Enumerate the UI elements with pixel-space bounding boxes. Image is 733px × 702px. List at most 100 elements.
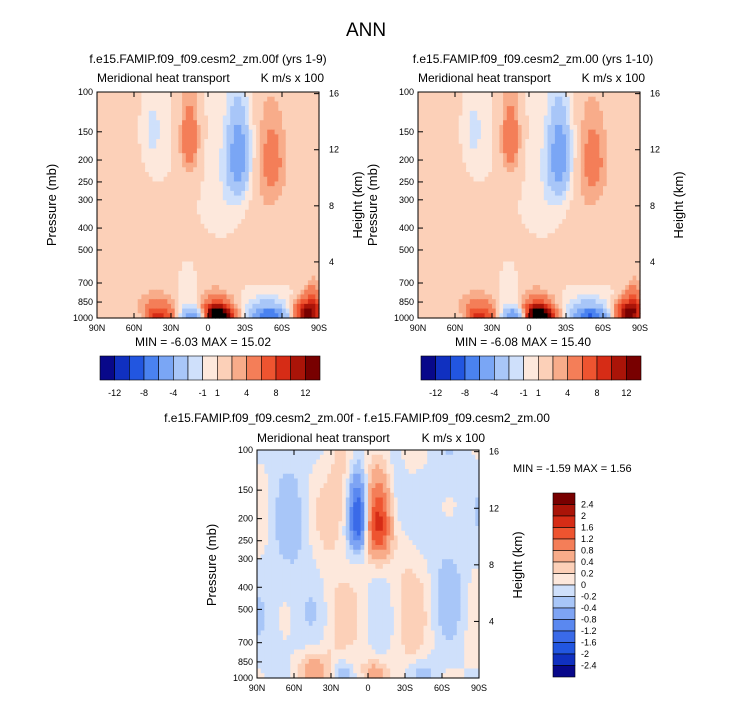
contour-cell: [610, 162, 615, 168]
contour-cell: [263, 237, 268, 244]
contour-cell: [215, 186, 220, 192]
contour-cell: [540, 106, 545, 112]
contour-cell: [462, 120, 467, 126]
contour-cell: [215, 252, 220, 258]
contour-cell: [178, 294, 183, 300]
contour-cell: [182, 275, 187, 281]
contour-cell: [311, 294, 316, 300]
contour-cell: [267, 256, 272, 263]
contour-cell: [230, 134, 235, 140]
contour-cell: [580, 195, 586, 201]
contour-cell: [267, 233, 272, 239]
contour-cell: [503, 106, 508, 112]
contour-cell: [432, 129, 438, 135]
contour-cell: [115, 190, 120, 197]
contour-cell: [580, 157, 586, 164]
contour-cell: [97, 101, 102, 107]
contour-cell: [573, 233, 578, 239]
contour-cell: [525, 162, 530, 168]
contour-cell: [282, 181, 287, 187]
contour-cell: [599, 233, 604, 239]
contour-cell: [488, 101, 493, 107]
contour-cell: [141, 195, 146, 201]
contour-cell: [204, 214, 209, 220]
contour-cell: [580, 200, 586, 206]
contour-cell: [499, 233, 504, 239]
contour-cell: [591, 153, 597, 159]
contour-cell: [304, 176, 309, 183]
contour-cell: [270, 129, 276, 135]
contour-cell: [517, 242, 523, 248]
contour-cell: [267, 289, 272, 296]
contour-cell: [603, 172, 608, 178]
contour-cell: [614, 172, 619, 178]
contour-cell: [632, 129, 637, 135]
contour-cell: [307, 115, 313, 121]
contour-cell: [429, 110, 434, 117]
contour-cell: [469, 162, 475, 168]
contour-cell: [237, 200, 242, 206]
contour-cell: [617, 129, 623, 135]
contour-cell: [145, 261, 150, 267]
contour-cell: [451, 176, 456, 183]
contour-cell: [484, 120, 489, 126]
contour-cell: [215, 148, 220, 154]
contour-cell: [134, 228, 139, 234]
contour-cell: [159, 214, 165, 220]
contour-cell: [429, 134, 434, 140]
contour-cell: [300, 190, 305, 197]
contour-cell: [204, 139, 209, 145]
contour-cell: [495, 134, 500, 140]
contour-cell: [591, 237, 597, 244]
contour-cell: [625, 190, 630, 197]
contour-cell: [300, 157, 305, 164]
contour-cell: [304, 134, 309, 140]
contour-cell: [104, 162, 109, 168]
contour-cell: [130, 285, 135, 291]
contour-cell: [211, 242, 216, 248]
contour-cell: [307, 195, 313, 201]
contour-cell: [429, 129, 434, 135]
contour-cell: [551, 115, 556, 121]
contour-cell: [167, 120, 172, 126]
contour-cell: [152, 294, 157, 300]
contour-cell: [100, 96, 105, 103]
contour-cell: [122, 195, 128, 201]
contour-cell: [432, 237, 438, 244]
contour-cell: [514, 92, 519, 98]
contour-cell: [591, 209, 597, 216]
contour-cell: [237, 106, 242, 112]
contour-cell: [591, 172, 597, 178]
contour-cell: [256, 101, 261, 107]
contour-cell: [296, 294, 302, 300]
contour-cell: [529, 209, 534, 216]
contour-cell: [315, 134, 320, 140]
contour-cell: [152, 205, 157, 211]
contour-cell: [536, 228, 541, 234]
contour-cell: [566, 190, 571, 197]
contour-cell: [178, 190, 183, 197]
contour-cell: [311, 172, 316, 178]
contour-cell: [599, 143, 604, 150]
contour-cell: [241, 308, 246, 314]
contour-cell: [126, 294, 131, 300]
contour-cell: [532, 96, 537, 103]
contour-cell: [525, 237, 530, 244]
contour-cell: [270, 294, 276, 300]
contour-cell: [174, 120, 179, 126]
contour-cell: [148, 237, 154, 244]
contour-cell: [451, 148, 456, 154]
contour-cell: [455, 205, 460, 211]
contour-cell: [108, 153, 113, 159]
contour-cell: [156, 247, 161, 253]
contour-cell: [141, 129, 146, 135]
contour-cell: [215, 285, 220, 291]
contour-cell: [200, 237, 205, 244]
contour-cell: [591, 219, 597, 225]
contour-cell: [237, 247, 242, 253]
contour-cell: [525, 106, 530, 112]
contour-cell: [296, 134, 302, 140]
contour-cell: [274, 294, 279, 300]
contour-cell: [421, 200, 426, 206]
contour-cell: [293, 219, 298, 225]
